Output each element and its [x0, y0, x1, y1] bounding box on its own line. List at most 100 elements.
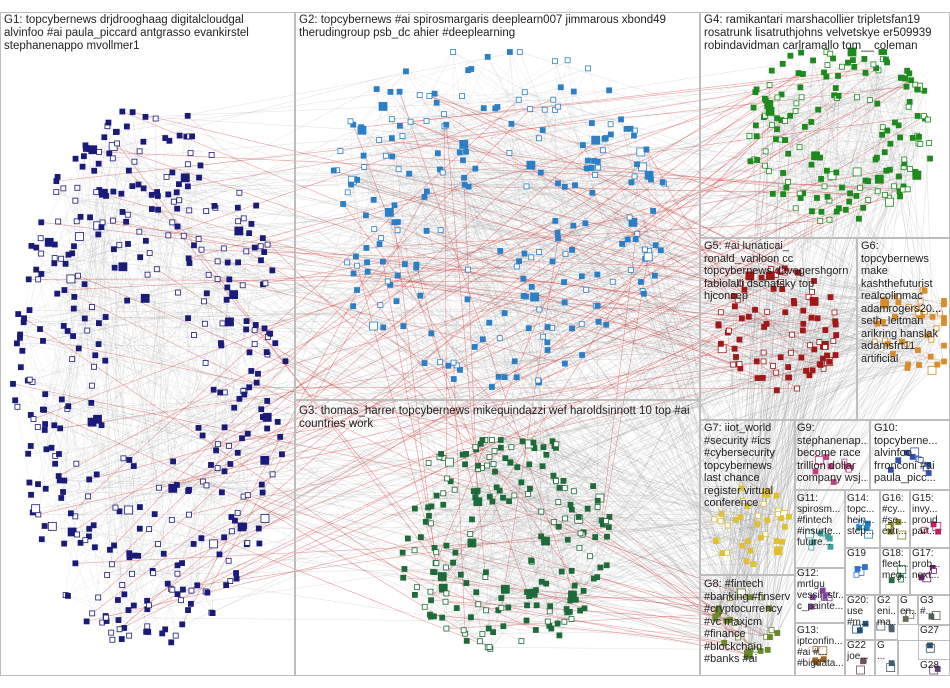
node-g2[interactable] — [501, 310, 508, 316]
node-g1[interactable] — [233, 575, 240, 582]
node-g2[interactable] — [626, 214, 633, 221]
node-g4[interactable] — [762, 162, 768, 169]
node-g2[interactable] — [369, 321, 378, 331]
node-g2[interactable] — [406, 170, 413, 177]
node-g6[interactable] — [941, 315, 947, 321]
node-g2[interactable] — [513, 263, 520, 270]
node-g4[interactable] — [826, 216, 833, 223]
node-g8[interactable] — [768, 627, 775, 634]
node-g4[interactable] — [892, 119, 898, 126]
node-g1[interactable] — [53, 178, 60, 185]
node-g2[interactable] — [638, 279, 644, 285]
node-g6[interactable] — [941, 320, 947, 326]
node-g1[interactable] — [125, 607, 132, 613]
node-g1[interactable] — [229, 290, 239, 299]
node-g4[interactable] — [746, 133, 753, 139]
node-g5[interactable] — [732, 303, 738, 310]
node-g3[interactable] — [599, 521, 606, 528]
node-g1[interactable] — [126, 457, 133, 463]
node-g5[interactable] — [773, 387, 780, 394]
node-g1[interactable] — [119, 108, 126, 115]
node-g1[interactable] — [186, 511, 192, 518]
node-g5[interactable] — [752, 306, 758, 313]
node-g6[interactable] — [927, 365, 937, 375]
node-g1[interactable] — [112, 504, 119, 511]
node-g2[interactable] — [595, 318, 602, 325]
node-g4[interactable] — [823, 167, 830, 174]
node-g1[interactable] — [155, 541, 161, 547]
node-g2[interactable] — [363, 212, 369, 219]
node-g5[interactable] — [736, 361, 743, 367]
node-g1[interactable] — [169, 586, 176, 593]
node-g2[interactable] — [506, 150, 513, 156]
node-g1[interactable] — [214, 258, 221, 265]
node-g1[interactable] — [25, 450, 32, 457]
node-g2[interactable] — [472, 165, 479, 172]
node-g4[interactable] — [862, 69, 869, 76]
node-g6[interactable] — [874, 320, 881, 327]
node-g1[interactable] — [130, 602, 137, 609]
node-g1[interactable] — [102, 314, 109, 320]
node-g4[interactable] — [874, 188, 881, 195]
node-g5[interactable] — [778, 279, 785, 285]
node-g2[interactable] — [628, 218, 638, 227]
node-g1[interactable] — [168, 483, 178, 493]
node-g1[interactable] — [199, 478, 206, 485]
node-g3[interactable] — [426, 512, 432, 519]
node-g1[interactable] — [80, 153, 87, 160]
node-g1[interactable] — [142, 113, 149, 120]
node-g9[interactable] — [845, 466, 852, 473]
node-g5[interactable] — [817, 362, 824, 368]
node-g1[interactable] — [15, 311, 22, 317]
node-g1[interactable] — [53, 189, 60, 196]
node-g1[interactable] — [33, 244, 40, 251]
node-g1[interactable] — [205, 271, 212, 278]
node-g4[interactable] — [810, 57, 816, 64]
node-g1[interactable] — [234, 226, 244, 236]
node-g1[interactable] — [40, 337, 46, 344]
node-g6[interactable] — [903, 340, 910, 347]
node-g1[interactable] — [195, 425, 202, 431]
node-g4[interactable] — [904, 186, 911, 193]
node-g2[interactable] — [539, 127, 546, 133]
node-g3[interactable] — [567, 501, 574, 508]
node-g3[interactable] — [490, 461, 497, 467]
node-g5[interactable] — [765, 271, 775, 281]
node-g4[interactable] — [872, 156, 879, 163]
node-g1[interactable] — [103, 192, 109, 199]
node-g1[interactable] — [41, 427, 48, 433]
node-g1[interactable] — [264, 241, 271, 248]
node-g1[interactable] — [168, 516, 175, 523]
node-g8[interactable] — [766, 605, 773, 612]
node-g1[interactable] — [74, 184, 81, 191]
node-g4[interactable] — [846, 198, 853, 205]
node-g1[interactable] — [208, 152, 215, 158]
node-g1[interactable] — [153, 266, 160, 273]
node-g1[interactable] — [118, 190, 125, 197]
node-g1[interactable] — [163, 173, 170, 180]
node-g3[interactable] — [558, 568, 565, 575]
node-g7[interactable] — [773, 492, 780, 499]
node-g1[interactable] — [165, 191, 172, 198]
node-g4[interactable] — [852, 167, 862, 177]
node-g5[interactable] — [809, 297, 819, 306]
node-g2[interactable] — [552, 217, 559, 224]
node-g2[interactable] — [348, 181, 354, 188]
node-g2[interactable] — [544, 347, 551, 353]
node-g2[interactable] — [582, 220, 589, 227]
node-g2[interactable] — [423, 227, 430, 234]
node-g3[interactable] — [528, 557, 535, 564]
node-g3[interactable] — [428, 520, 434, 527]
node-g2[interactable] — [357, 125, 367, 135]
node-g1[interactable] — [210, 386, 217, 393]
node-g1[interactable] — [28, 242, 35, 249]
node-g5[interactable] — [800, 327, 806, 334]
node-g2x2[interactable] — [902, 616, 909, 622]
node-g3[interactable] — [442, 598, 449, 605]
node-g3[interactable] — [561, 618, 568, 625]
node-g1[interactable] — [218, 340, 224, 346]
node-g1[interactable] — [259, 489, 266, 496]
node-g10[interactable] — [887, 466, 894, 473]
node-g1[interactable] — [185, 255, 192, 262]
node-g1[interactable] — [183, 175, 190, 182]
